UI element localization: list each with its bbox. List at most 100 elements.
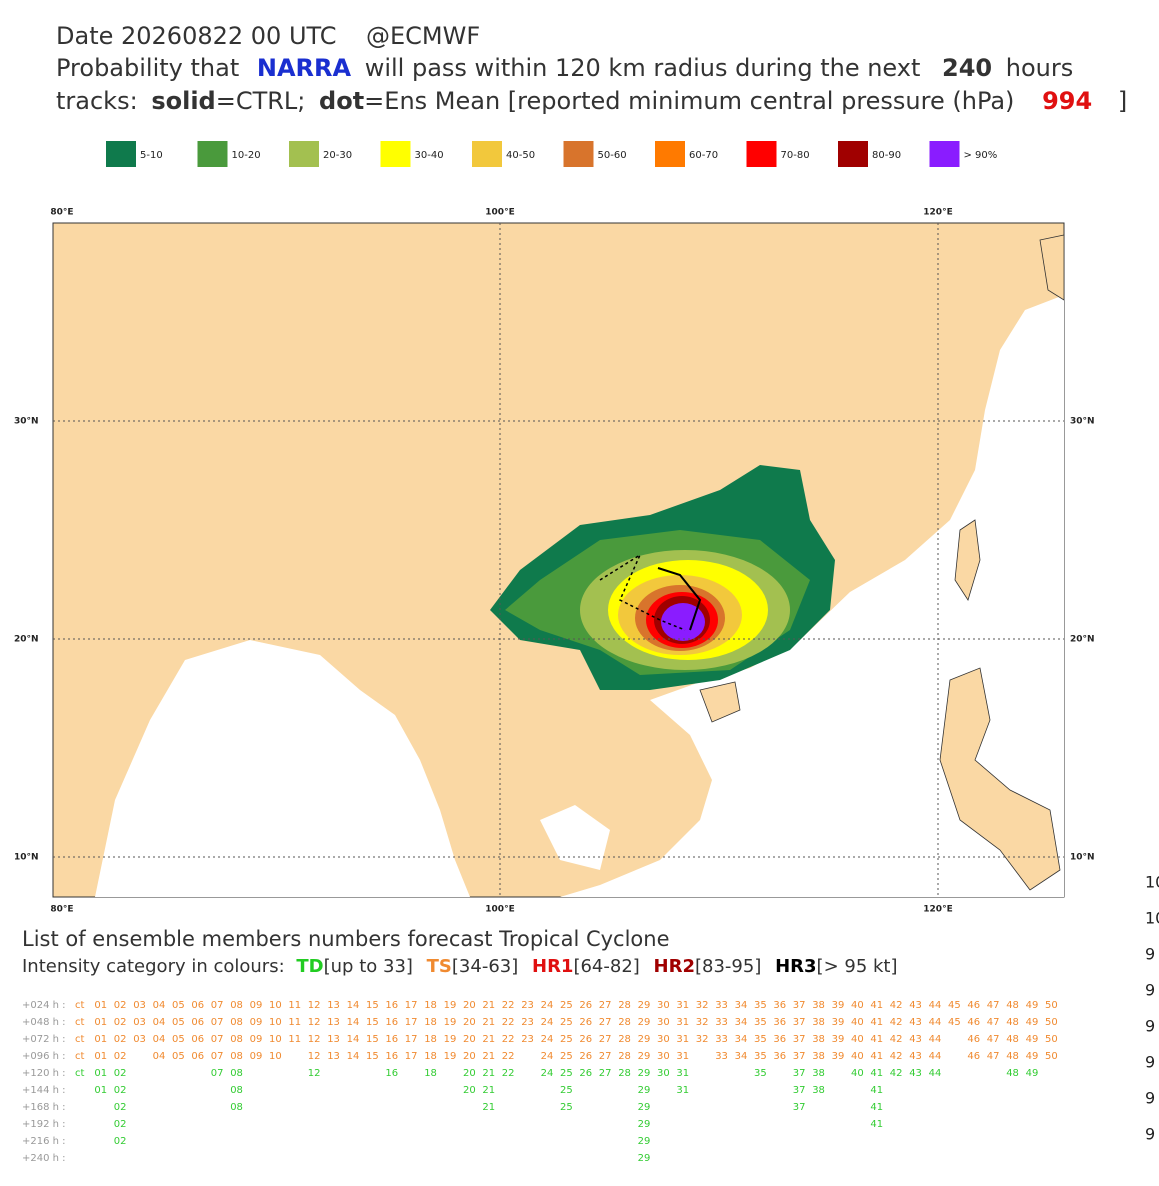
member: 01	[94, 1051, 107, 1062]
member: 28	[618, 1051, 631, 1062]
member: 21	[482, 1017, 495, 1028]
member: 43	[909, 1000, 922, 1011]
member: 11	[288, 1034, 301, 1045]
t: TS	[427, 956, 452, 977]
member: 08	[230, 1102, 243, 1113]
mean-track	[599, 553, 686, 631]
bay-of-bengal	[95, 640, 470, 897]
t: tracks:	[56, 87, 138, 115]
member: 41	[870, 1068, 883, 1079]
row-label: +120 h :	[22, 1068, 66, 1079]
member: 39	[832, 1051, 845, 1062]
member: 29	[638, 1085, 651, 1096]
edge-fragment: 9	[1145, 1017, 1155, 1036]
edge-fragment: 9	[1145, 1089, 1155, 1108]
member: 43	[909, 1068, 922, 1079]
edge-fragment: 10	[1145, 873, 1159, 892]
row-label: +072 h :	[22, 1034, 66, 1045]
member: 49	[1026, 1034, 1039, 1045]
legend-swatch	[197, 141, 228, 167]
member: 33	[715, 1000, 728, 1011]
member: 45	[948, 1017, 961, 1028]
member: 12	[308, 1017, 321, 1028]
member: 18	[424, 1068, 437, 1079]
member: 04	[153, 1017, 166, 1028]
member: 37	[793, 1051, 806, 1062]
member: 09	[250, 1017, 263, 1028]
member: 05	[172, 1017, 185, 1028]
member: 39	[832, 1000, 845, 1011]
member: 23	[521, 1000, 534, 1011]
member: 35	[754, 1051, 767, 1062]
member: 24	[541, 1068, 554, 1079]
edge-fragment: 9	[1145, 1125, 1155, 1144]
member: 38	[812, 1000, 825, 1011]
member: 29	[638, 1136, 651, 1147]
member: 11	[288, 1000, 301, 1011]
member: 41	[870, 1000, 883, 1011]
member: 13	[327, 1000, 340, 1011]
legend-label: 70-80	[781, 150, 810, 161]
lon-label: 120°E	[923, 905, 952, 915]
member: 16	[385, 1034, 398, 1045]
member: 35	[754, 1068, 767, 1079]
t: HR3	[775, 956, 816, 977]
member: 08	[230, 1051, 243, 1062]
member: 47	[987, 1051, 1000, 1062]
member: 32	[696, 1034, 709, 1045]
member: 31	[676, 1000, 689, 1011]
source: @ECMWF	[366, 22, 480, 50]
member: 34	[735, 1051, 748, 1062]
legend-swatch	[838, 141, 868, 167]
member: 30	[657, 1017, 670, 1028]
member: 30	[657, 1051, 670, 1062]
member: 42	[890, 1068, 903, 1079]
member: 22	[502, 1034, 515, 1045]
member: 38	[812, 1051, 825, 1062]
member: 20	[463, 1051, 476, 1062]
prob-shade	[661, 603, 705, 641]
member: 16	[385, 1068, 398, 1079]
member: 12	[308, 1068, 321, 1079]
member: 08	[230, 1017, 243, 1028]
list-title: List of ensemble members numbers forecas…	[22, 927, 670, 951]
member: 34	[735, 1000, 748, 1011]
member: 02	[114, 1034, 127, 1045]
member: 03	[133, 1000, 146, 1011]
legend-label: 60-70	[689, 150, 718, 161]
member: 48	[1006, 1017, 1019, 1028]
member: 48	[1006, 1051, 1019, 1062]
member: 28	[618, 1000, 631, 1011]
lat-label: 20°N	[1070, 635, 1095, 645]
member: 38	[812, 1085, 825, 1096]
member: 05	[172, 1051, 185, 1062]
member: 36	[773, 1000, 786, 1011]
member: 11	[288, 1017, 301, 1028]
t: [> 95 kt]	[817, 956, 898, 977]
member: 20	[463, 1017, 476, 1028]
member: 06	[191, 1051, 204, 1062]
lon-label: 100°E	[485, 208, 514, 218]
legend-swatch	[106, 141, 136, 167]
tracks-line: tracks: solid=CTRL; dot=Ens Mean [report…	[56, 87, 1127, 115]
sea-east	[560, 295, 1064, 897]
member: 48	[1006, 1000, 1019, 1011]
member: 07	[211, 1068, 224, 1079]
clipped-text: 10 10 9 9 9 9 9 9	[1145, 873, 1159, 1144]
legend-swatch	[380, 141, 411, 167]
member: 01	[94, 1000, 107, 1011]
member: 33	[715, 1034, 728, 1045]
member: 22	[502, 1000, 515, 1011]
member: 07	[211, 1034, 224, 1045]
member: 46	[967, 1051, 980, 1062]
member: 41	[870, 1085, 883, 1096]
member: 05	[172, 1000, 185, 1011]
member: 20	[463, 1034, 476, 1045]
member: 37	[793, 1085, 806, 1096]
member: 07	[211, 1000, 224, 1011]
lon-label: 100°E	[485, 905, 514, 915]
member: 29	[638, 1017, 651, 1028]
member: 16	[385, 1051, 398, 1062]
member: 43	[909, 1051, 922, 1062]
member: 50	[1045, 1051, 1058, 1062]
